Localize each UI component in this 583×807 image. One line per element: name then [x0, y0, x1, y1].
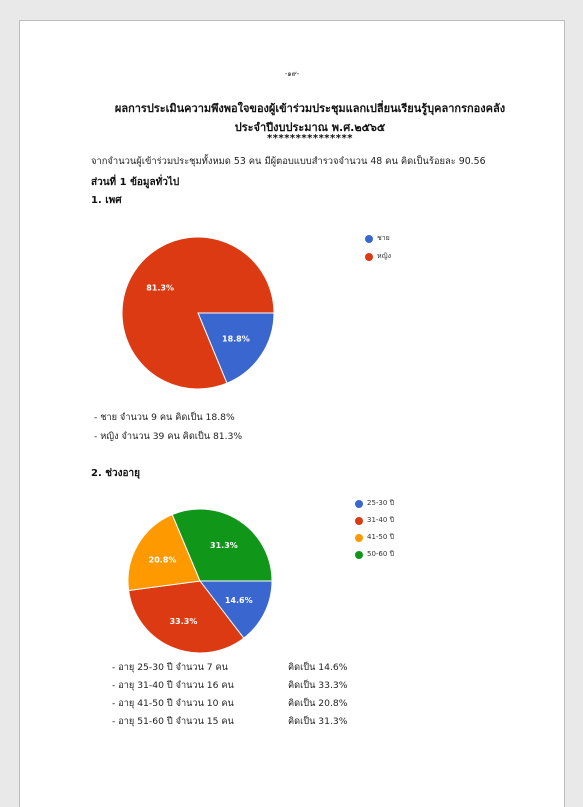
section-heading: ส่วนที่ 1 ข้อมูลทั่วไป — [91, 175, 179, 190]
age-pie-chart: 14.6% 33.3% 20.8% 31.3% — [122, 491, 282, 676]
gender-line-female: - หญิง จำนวน 39 คน คิดเป็น 81.3% — [94, 429, 242, 444]
age-slice-label-0: 14.6% — [225, 596, 253, 605]
age-slice-label-2: 20.8% — [149, 555, 177, 564]
age-row-pct: คิดเป็น 33.3% — [288, 678, 347, 693]
gender-heading: 1. เพศ — [91, 193, 122, 208]
legend-swatch-age-31-40 — [355, 517, 363, 525]
legend-label-female: หญิง — [377, 251, 391, 262]
legend-item-age-31-40: 31-40 ปี — [355, 515, 394, 526]
page-number: -๑๙- — [20, 69, 564, 80]
legend-swatch-female — [365, 253, 373, 261]
legend-swatch-male — [365, 235, 373, 243]
age-row-pct: คิดเป็น 14.6% — [288, 660, 347, 675]
age-row-pct: คิดเป็น 31.3% — [288, 714, 347, 729]
age-row-pct: คิดเป็น 20.8% — [288, 696, 347, 711]
gender-line-male: - ชาย จำนวน 9 คน คิดเป็น 18.8% — [94, 410, 235, 425]
age-row-label: - อายุ 25-30 ปี จำนวน 7 คน — [112, 660, 228, 675]
legend-item-female: หญิง — [365, 251, 391, 262]
legend-label-age-31-40: 31-40 ปี — [367, 515, 394, 526]
age-row-label: - อายุ 51-60 ปี จำนวน 15 คน — [112, 714, 234, 729]
legend-item-age-50-60: 50-60 ปี — [355, 549, 394, 560]
legend-swatch-age-41-50 — [355, 534, 363, 542]
legend-label-male: ชาย — [377, 233, 390, 244]
title-separator: *************** — [20, 133, 583, 144]
document-page: -๑๙- ผลการประเมินความพึงพอใจของผู้เข้าร่… — [19, 20, 565, 807]
legend-item-age-25-30: 25-30 ปี — [355, 498, 394, 509]
gender-slice-label-1: 81.3% — [146, 284, 174, 293]
age-row-label: - อายุ 41-50 ปี จำนวน 10 คน — [112, 696, 234, 711]
legend-label-age-41-50: 41-50 ปี — [367, 532, 394, 543]
legend-item-male: ชาย — [365, 233, 390, 244]
legend-swatch-age-25-30 — [355, 500, 363, 508]
age-row-label: - อายุ 31-40 ปี จำนวน 16 คน — [112, 678, 234, 693]
age-slice-label-3: 31.3% — [210, 541, 238, 550]
legend-label-age-50-60: 50-60 ปี — [367, 549, 394, 560]
legend-swatch-age-50-60 — [355, 551, 363, 559]
legend-item-age-41-50: 41-50 ปี — [355, 532, 394, 543]
age-slice-label-1: 33.3% — [170, 617, 198, 626]
legend-label-age-25-30: 25-30 ปี — [367, 498, 394, 509]
age-heading: 2. ช่วงอายุ — [91, 466, 140, 481]
gender-slice-label-0: 18.8% — [222, 334, 250, 343]
intro-paragraph: จากจำนวนผู้เข้าร่วมประชุมทั้งหมด 53 คน ม… — [91, 154, 486, 169]
gender-pie-chart: 18.8% 81.3% — [120, 226, 280, 406]
report-title: ผลการประเมินความพึงพอใจของผู้เข้าร่วมประ… — [20, 99, 583, 117]
